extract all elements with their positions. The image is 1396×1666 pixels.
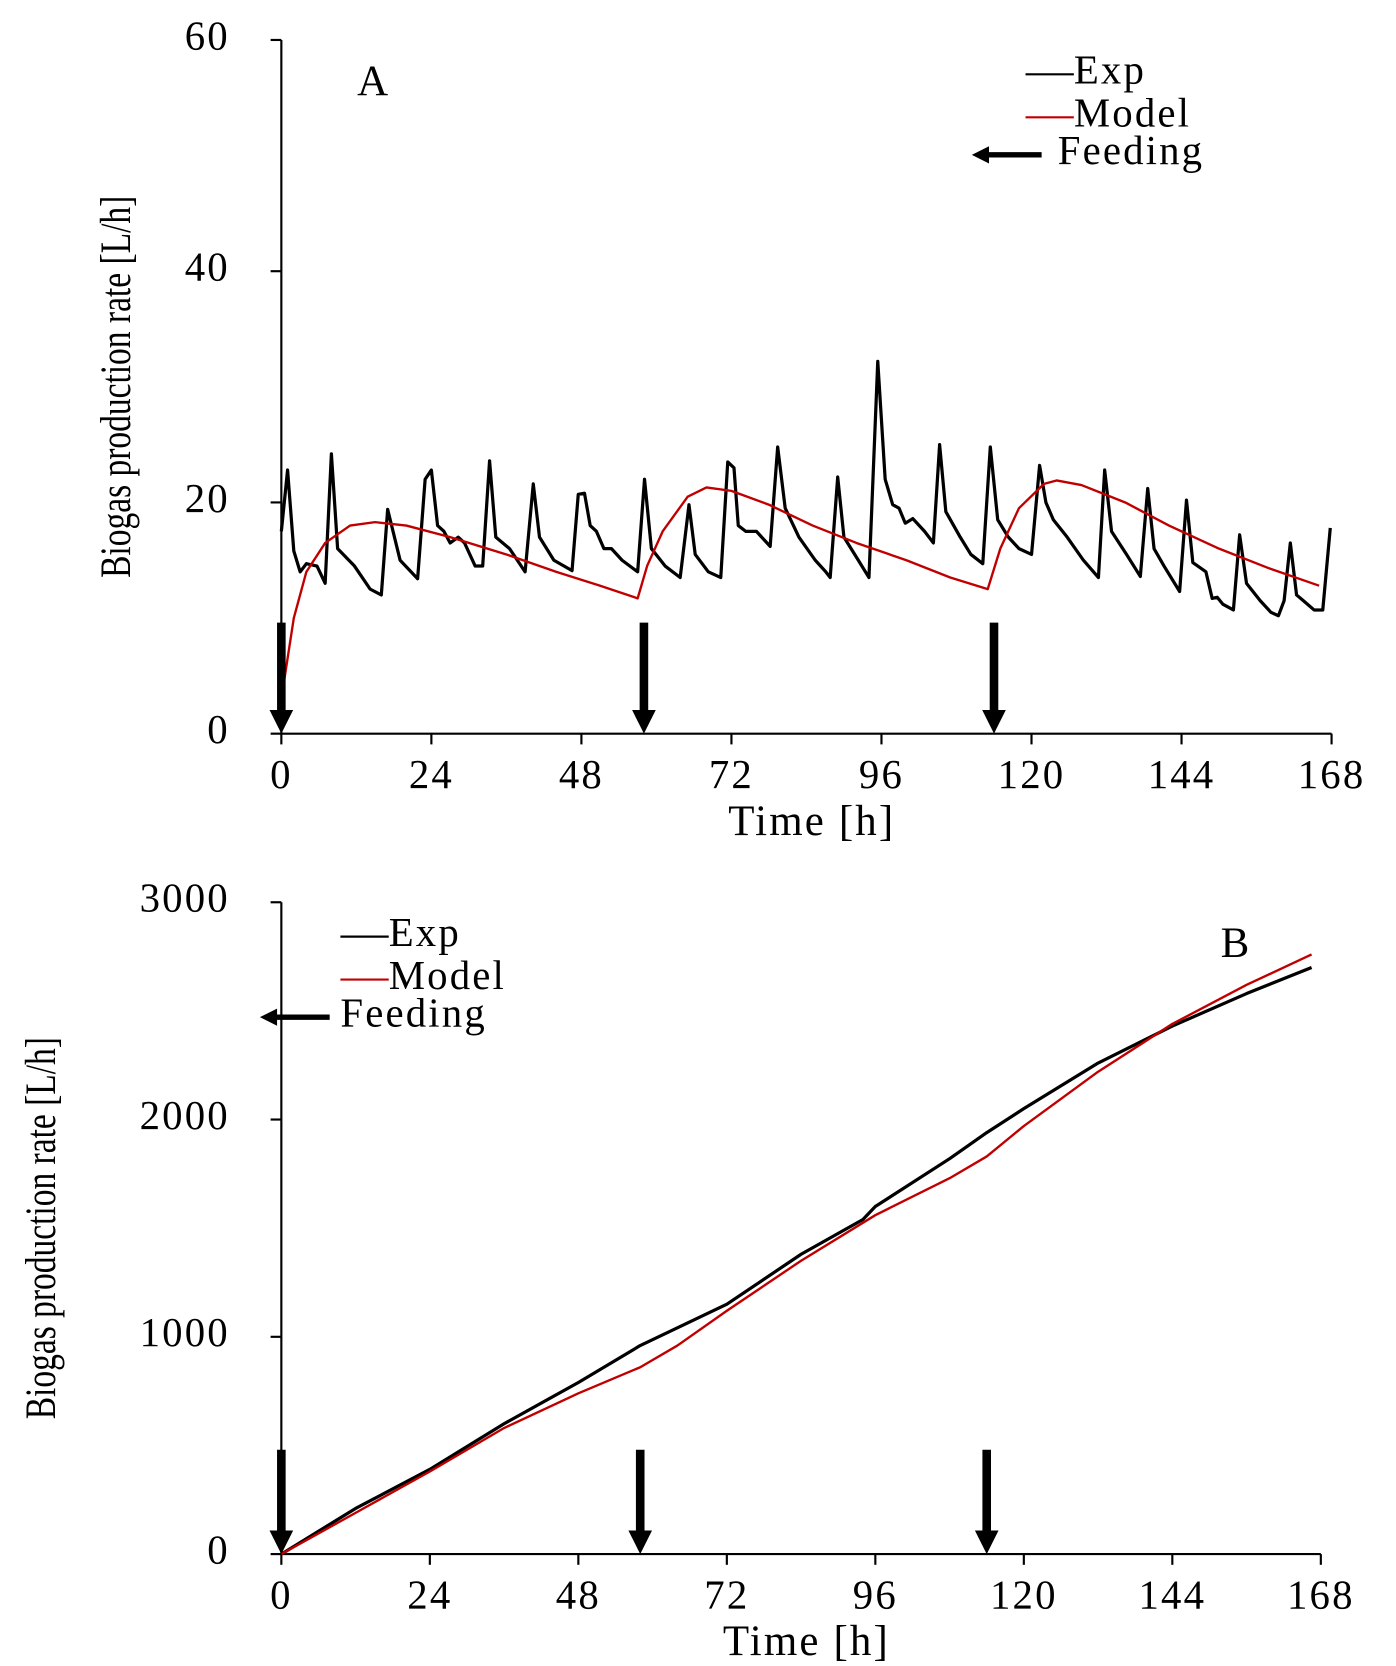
feeding-arrow [269, 622, 294, 734]
x-tick-label: 168 [1298, 752, 1366, 797]
x-tick-label: 120 [990, 1573, 1058, 1618]
feeding-arrow [628, 1449, 653, 1555]
feeding-arrow [632, 622, 656, 734]
x-tick-label: 72 [709, 752, 754, 797]
x-tick-label: 0 [270, 752, 293, 797]
feeding-arrow-head [982, 710, 1006, 734]
x-axis-title: Time [h] [723, 1618, 890, 1665]
legend-label: Model [1074, 91, 1191, 136]
y-tick-label: 0 [207, 707, 230, 752]
legend-label: Model [389, 953, 506, 998]
series-line [280, 953, 1313, 1556]
feeding-arrow-head [269, 710, 294, 734]
x-tick-label: 0 [270, 1573, 293, 1618]
y-axis-title: Biogas production rate [L/h] [93, 196, 140, 578]
feeding-arrow-head [269, 1530, 294, 1555]
series-line [280, 479, 1320, 700]
x-tick-label: 24 [409, 752, 454, 797]
x-tick-label: 48 [559, 752, 604, 797]
x-tick-label: 120 [998, 752, 1066, 797]
y-tick-label: 60 [185, 13, 230, 58]
x-tick-label: 48 [556, 1573, 601, 1618]
x-axis-title: Time [h] [728, 798, 895, 845]
panel-label: A [357, 58, 388, 105]
y-axis-title: Biogas production rate [L/h] [18, 1037, 65, 1419]
series-line [279, 359, 1332, 618]
panel-label: B [1221, 920, 1250, 967]
x-tick-label: 24 [407, 1573, 452, 1618]
y-tick-label: 1000 [140, 1310, 230, 1355]
y-tick-label: 40 [185, 245, 230, 290]
y-tick-label: 0 [207, 1527, 230, 1572]
feeding-arrow [974, 1449, 999, 1555]
feeding-arrow [269, 1449, 294, 1555]
legend-arrow [971, 146, 1042, 164]
legend-label: Exp [389, 910, 461, 955]
legend-arrow [259, 1008, 330, 1026]
y-tick-label: 2000 [140, 1093, 230, 1138]
legend-label: Feeding [340, 991, 486, 1036]
feeding-arrow [982, 622, 1006, 734]
x-tick-label: 96 [859, 752, 904, 797]
y-tick-label: 3000 [140, 876, 230, 921]
legend-arrow-head [259, 1008, 278, 1026]
feeding-arrow-head [974, 1530, 999, 1555]
x-tick-label: 72 [704, 1573, 749, 1618]
feeding-arrow-head [632, 710, 656, 734]
legend-label: Exp [1074, 48, 1146, 93]
legend-arrow-head [971, 146, 990, 164]
series-line [280, 965, 1313, 1556]
feeding-arrow-head [628, 1530, 653, 1555]
x-tick-label: 144 [1148, 752, 1216, 797]
y-tick-label: 20 [185, 476, 230, 521]
legend-label: Feeding [1058, 128, 1204, 173]
x-tick-label: 144 [1139, 1573, 1207, 1618]
x-tick-label: 168 [1287, 1573, 1355, 1618]
x-tick-label: 96 [853, 1573, 898, 1618]
